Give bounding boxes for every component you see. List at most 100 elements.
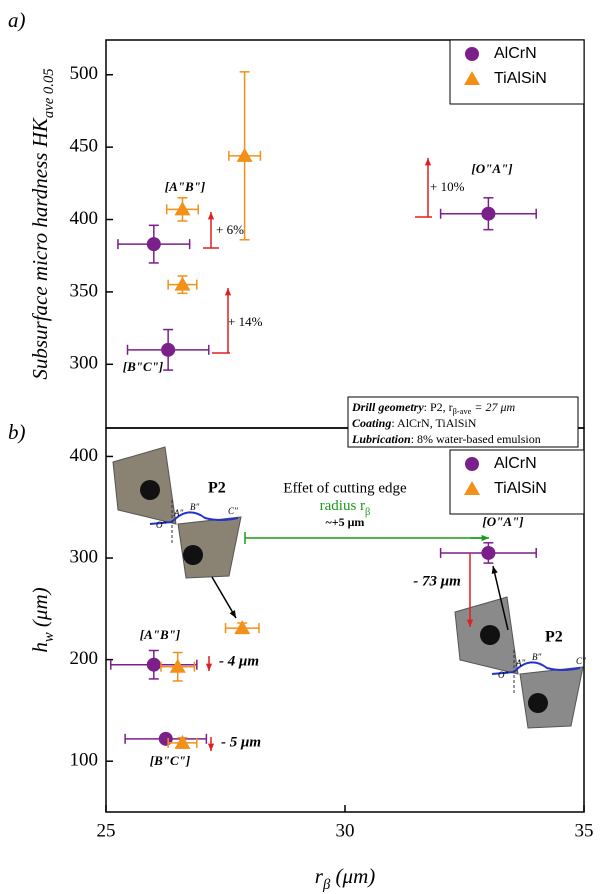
y-axis-label: hw (μm)	[28, 587, 58, 652]
annotation: [A"B"]	[140, 627, 180, 642]
drill-name: P2	[545, 629, 563, 646]
text-part: Drill geometry	[351, 400, 424, 414]
text-part: β	[365, 507, 370, 518]
drill-point: C"	[228, 506, 238, 516]
effect-note: Effet of cutting edge	[283, 480, 407, 496]
legend-label: AlCrN	[494, 455, 537, 472]
arrow-head	[466, 619, 474, 627]
point	[234, 620, 251, 635]
text-part: : 8% water-based emulsion	[411, 432, 541, 446]
annotation: + 6%	[216, 222, 244, 237]
y-tick-label: 400	[70, 208, 99, 229]
text-part: radius r	[320, 498, 365, 514]
arrow-head	[229, 610, 236, 618]
text-part: r	[315, 864, 324, 888]
y-tick-label: 300	[70, 546, 99, 567]
y-tick-label: 450	[70, 135, 99, 156]
y-tick-label: 100	[70, 750, 99, 771]
arrow-line	[492, 565, 509, 631]
legend-marker	[465, 457, 479, 471]
arrow-head	[491, 566, 498, 574]
point	[236, 147, 253, 162]
point	[169, 658, 186, 673]
legend-marker	[465, 47, 479, 61]
x-tick-label: 35	[575, 820, 594, 841]
point	[161, 342, 176, 357]
text-part: Coating	[352, 416, 391, 430]
legend-label: AlCrN	[494, 45, 537, 62]
text-part: β-ave	[453, 407, 472, 416]
text-part: Subsurface micro hardness HK	[28, 117, 52, 380]
edge-curve	[149, 511, 239, 525]
point	[158, 731, 173, 746]
effect-note: ~+5 μm	[326, 515, 365, 529]
point	[174, 276, 191, 291]
annotation: [B"C"]	[150, 753, 190, 768]
annotation: [B"C"]	[123, 359, 163, 374]
annotation: + 14%	[228, 314, 263, 329]
text-part: : AlCrN, TiAlSiN	[391, 416, 476, 430]
drill-image: P2 A" B" C" O"	[112, 446, 242, 579]
annotation: [O"A"]	[471, 161, 512, 176]
legend-label: TiAlSiN	[494, 480, 547, 497]
info-line: Lubrication: 8% water-based emulsion	[351, 432, 541, 446]
drill-point: B"	[190, 502, 199, 512]
drill-image: P2 A" B" C" O"	[454, 596, 586, 729]
drill-point: A"	[515, 658, 525, 668]
text-part: w	[41, 632, 57, 642]
drill-point: A"	[173, 508, 183, 518]
drill-hole	[140, 480, 160, 500]
edge-curve	[491, 661, 581, 675]
text-part: h	[28, 642, 52, 653]
arrow-head	[207, 212, 215, 220]
annotation: - 4 μm	[219, 653, 259, 669]
y-tick-label: 500	[70, 63, 99, 84]
y-axis-label: Subsurface micro hardness HKave 0.05	[28, 68, 58, 379]
arrow-head	[424, 158, 432, 166]
drill-hole	[528, 693, 548, 713]
point	[174, 201, 191, 216]
info-box	[347, 396, 579, 448]
drill-point: O"	[498, 670, 508, 680]
legend-label: TiAlSiN	[494, 70, 547, 87]
y-tick-label: 200	[70, 648, 99, 669]
drill-point: C"	[576, 656, 586, 666]
x-tick-label: 30	[336, 820, 355, 841]
point	[146, 657, 161, 672]
point	[174, 734, 191, 749]
legend-marker	[464, 71, 480, 85]
annotation: [O"A"]	[482, 514, 523, 529]
drill-name: P2	[208, 480, 226, 497]
annotation: - 5 μm	[221, 734, 261, 750]
legend-marker	[464, 481, 480, 495]
y-tick-label: 350	[70, 280, 99, 301]
drill-hole	[480, 625, 500, 645]
annotation: [A"B"]	[165, 179, 205, 194]
arrow-head	[205, 663, 213, 671]
panel-label: a)	[8, 8, 26, 32]
text-part: (μm)	[28, 587, 52, 632]
text-part: Lubrication	[351, 432, 411, 446]
drill-lobe	[519, 666, 584, 729]
text-part: = 27 μm	[471, 400, 515, 414]
annotation: + 10%	[430, 179, 465, 194]
arrow-line	[211, 576, 237, 619]
panel-label: b)	[8, 420, 26, 444]
x-axis-label: rβ (μm)	[315, 864, 375, 894]
x-tick-label: 25	[97, 820, 116, 841]
point	[481, 206, 496, 221]
drill-point: B"	[532, 652, 541, 662]
text-part: β	[322, 877, 331, 893]
drill-hole	[183, 545, 203, 565]
y-tick-label: 300	[70, 353, 99, 374]
effect-note: radius rβ	[320, 498, 371, 517]
arrow-head	[224, 288, 232, 296]
point	[146, 237, 161, 252]
text-part: ave 0.05	[41, 68, 57, 118]
info-line: Coating: AlCrN, TiAlSiN	[352, 416, 477, 430]
annotation: - 73 μm	[413, 573, 461, 589]
point	[481, 545, 496, 560]
drill-point: O"	[156, 520, 166, 530]
arrow-head	[481, 534, 489, 542]
